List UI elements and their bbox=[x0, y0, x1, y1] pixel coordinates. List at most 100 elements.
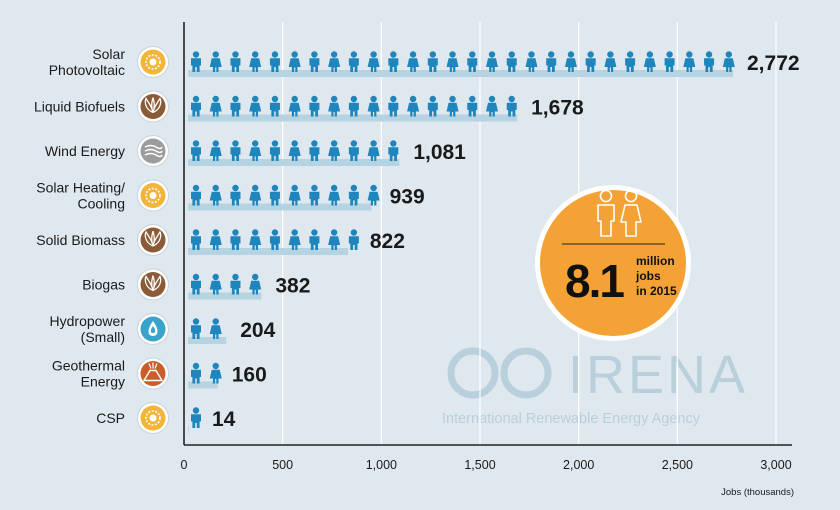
person-icon bbox=[348, 140, 359, 161]
category-label: Solar Heating/Cooling bbox=[36, 180, 125, 212]
person-icon bbox=[269, 140, 280, 161]
person-icon bbox=[209, 318, 222, 339]
value-label: 204 bbox=[240, 319, 275, 342]
x-tick-labels: 0 500 1,000 1,500 2,000 2,500 3,000 bbox=[181, 458, 792, 472]
person-icon bbox=[269, 95, 280, 117]
person-row bbox=[191, 407, 201, 428]
person-icon bbox=[446, 51, 459, 72]
person-icon bbox=[367, 140, 380, 161]
person-icon bbox=[564, 51, 577, 72]
category-label: Hydropower (Small) bbox=[50, 313, 126, 345]
person-icon bbox=[348, 184, 359, 206]
x-tick-label: 1,000 bbox=[366, 458, 397, 472]
category-label: Solid Biomass bbox=[36, 232, 125, 248]
sun-icon bbox=[137, 46, 169, 78]
person-icon bbox=[249, 95, 262, 117]
person-icon bbox=[191, 229, 201, 250]
person-icon bbox=[625, 51, 636, 72]
value-label: 822 bbox=[370, 230, 405, 253]
x-tick-label: 2,000 bbox=[563, 458, 594, 472]
person-icon bbox=[288, 95, 301, 117]
person-icon bbox=[704, 51, 715, 72]
person-row bbox=[191, 140, 399, 161]
person-row bbox=[191, 184, 380, 206]
person-icon bbox=[683, 51, 696, 72]
person-icon bbox=[191, 95, 201, 117]
person-icon bbox=[525, 51, 538, 72]
person-icon bbox=[191, 51, 201, 72]
category-label: Biogas bbox=[82, 277, 125, 293]
callout-line-2: jobs bbox=[635, 269, 661, 283]
person-icon bbox=[249, 51, 262, 72]
person-icon bbox=[388, 51, 399, 72]
person-row bbox=[191, 273, 262, 295]
person-icon bbox=[230, 229, 241, 250]
person-icon bbox=[506, 95, 517, 117]
category-label: Solar Photovoltaic bbox=[49, 46, 126, 78]
person-icon bbox=[546, 51, 557, 72]
bar-shadow bbox=[188, 203, 372, 211]
person-icon bbox=[309, 184, 320, 206]
person-icon bbox=[367, 184, 380, 206]
person-icon bbox=[309, 140, 320, 161]
value-label: 939 bbox=[390, 186, 425, 209]
person-row bbox=[191, 362, 222, 384]
person-icon bbox=[388, 140, 399, 161]
person-icon bbox=[230, 184, 241, 206]
person-icon bbox=[348, 95, 359, 117]
person-icon bbox=[309, 51, 320, 72]
bar-shadow bbox=[188, 114, 518, 122]
person-row bbox=[191, 318, 222, 339]
category-icons bbox=[137, 46, 169, 434]
leaf-icon bbox=[137, 90, 169, 123]
wind-icon bbox=[137, 135, 169, 167]
person-icon bbox=[249, 140, 262, 161]
person-icon bbox=[328, 140, 341, 161]
person-icon bbox=[427, 95, 438, 117]
person-icon bbox=[269, 184, 280, 206]
person-icon bbox=[209, 229, 222, 250]
person-icon bbox=[191, 362, 201, 384]
person-icon bbox=[191, 140, 201, 161]
person-icon bbox=[722, 51, 735, 72]
person-icon bbox=[388, 95, 399, 117]
volcano-icon bbox=[137, 357, 169, 390]
x-tick-label: 2,500 bbox=[662, 458, 693, 472]
person-icon bbox=[209, 362, 222, 384]
person-icon bbox=[288, 140, 301, 161]
person-icon bbox=[467, 51, 478, 72]
person-icon bbox=[604, 51, 617, 72]
x-tick-label: 0 bbox=[181, 458, 188, 472]
irena-logo-icon bbox=[447, 347, 552, 399]
irena-name: IRENA bbox=[568, 345, 748, 405]
person-icon bbox=[249, 229, 262, 250]
bar-shadow bbox=[188, 159, 400, 166]
person-icon bbox=[209, 51, 222, 72]
person-icon bbox=[209, 95, 222, 117]
category-label: Wind Energy bbox=[45, 143, 125, 159]
leaf-icon bbox=[137, 268, 169, 301]
callout-line-1: million bbox=[636, 254, 675, 268]
person-icon bbox=[407, 95, 420, 117]
person-icon bbox=[328, 51, 341, 72]
x-tick-label: 500 bbox=[272, 458, 293, 472]
person-icon bbox=[367, 51, 380, 72]
person-icon bbox=[288, 184, 301, 206]
person-row bbox=[191, 95, 517, 117]
person-icon bbox=[230, 140, 241, 161]
person-icon bbox=[486, 51, 498, 72]
person-row bbox=[191, 229, 359, 250]
person-icon bbox=[407, 51, 420, 72]
x-tick-label: 3,000 bbox=[760, 458, 791, 472]
person-icon bbox=[191, 407, 201, 428]
irena-subtitle: International Renewable Energy Agency bbox=[442, 411, 701, 427]
bar-shadow bbox=[188, 426, 189, 433]
value-label: 382 bbox=[275, 275, 310, 298]
person-icon bbox=[467, 95, 478, 117]
person-icon bbox=[348, 51, 359, 72]
water-drop-icon bbox=[137, 313, 169, 345]
bar-shadow bbox=[188, 70, 734, 77]
person-icon bbox=[506, 51, 517, 72]
x-axis-title: Jobs (thousands) bbox=[721, 487, 794, 498]
bar-shadow bbox=[188, 292, 262, 300]
